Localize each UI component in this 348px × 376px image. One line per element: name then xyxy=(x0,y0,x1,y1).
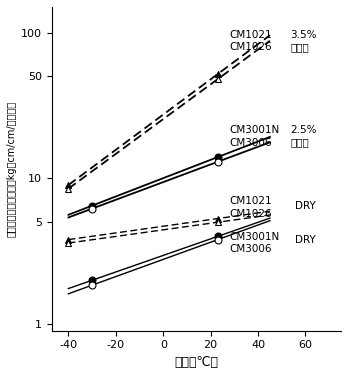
Text: CM1021
CM1026: CM1021 CM1026 xyxy=(230,30,272,52)
X-axis label: 温度（℃）: 温度（℃） xyxy=(174,356,219,369)
Text: CM3001N
CM3006: CM3001N CM3006 xyxy=(230,125,280,147)
Text: 3.5%
吸水時: 3.5% 吸水時 xyxy=(291,30,317,52)
Text: 2.5%
吸水時: 2.5% 吸水時 xyxy=(291,125,317,147)
Y-axis label: アイゾット衝撃強さ（kg・cm/cm/ノッチ）: アイゾット衝撃強さ（kg・cm/cm/ノッチ） xyxy=(7,101,17,237)
Text: CM3001N
CM3006: CM3001N CM3006 xyxy=(230,232,280,255)
Text: DRY: DRY xyxy=(295,201,316,211)
Text: DRY: DRY xyxy=(295,235,316,245)
Text: CM1021
CM1026: CM1021 CM1026 xyxy=(230,196,272,219)
